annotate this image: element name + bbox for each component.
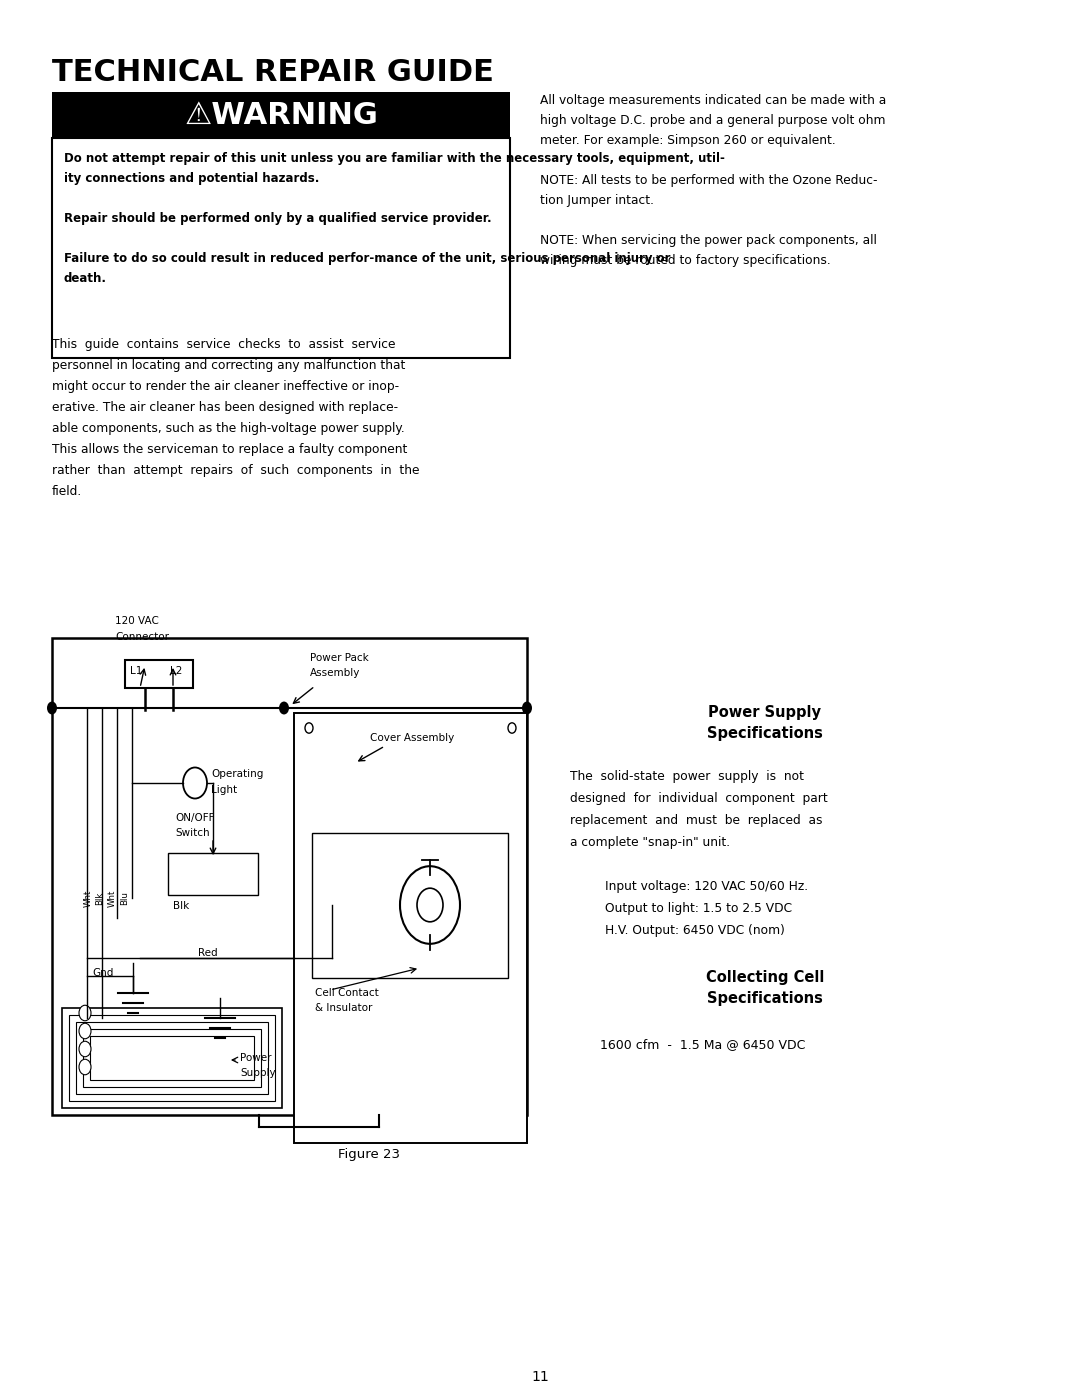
Text: Wht: Wht [108, 890, 117, 907]
Bar [312, 833, 508, 978]
Bar [83, 1030, 261, 1087]
Text: Do not attempt repair of this unit unless you are familiar with the necessary to: Do not attempt repair of this unit unles… [64, 152, 725, 165]
Text: erative. The air cleaner has been designed with replace-: erative. The air cleaner has been design… [52, 401, 399, 414]
Text: TECHNICAL REPAIR GUIDE: TECHNICAL REPAIR GUIDE [52, 59, 494, 87]
Text: Output to light: 1.5 to 2.5 VDC: Output to light: 1.5 to 2.5 VDC [605, 902, 792, 915]
Text: wiring must be routed to factory specifications.: wiring must be routed to factory specifi… [540, 254, 831, 267]
Text: 1600 cfm  -  1.5 Ma @ 6450 VDC: 1600 cfm - 1.5 Ma @ 6450 VDC [600, 1038, 806, 1051]
Text: NOTE: When servicing the power pack components, all: NOTE: When servicing the power pack comp… [540, 235, 877, 247]
Text: Collecting Cell
Specifications: Collecting Cell Specifications [706, 970, 824, 1006]
Text: 11: 11 [531, 1370, 549, 1384]
Circle shape [79, 1059, 91, 1074]
Text: All voltage measurements indicated can be made with a: All voltage measurements indicated can b… [540, 94, 887, 108]
Text: tion Jumper intact.: tion Jumper intact. [540, 194, 654, 207]
Text: Light: Light [211, 785, 238, 795]
Text: Connector: Connector [114, 631, 168, 643]
Circle shape [522, 701, 532, 714]
Circle shape [400, 866, 460, 944]
Circle shape [79, 1041, 91, 1056]
Text: field.: field. [52, 485, 82, 497]
Text: able components, such as the high-voltage power supply.: able components, such as the high-voltag… [52, 422, 405, 434]
Text: H.V. Output: 6450 VDC (nom): H.V. Output: 6450 VDC (nom) [605, 923, 785, 937]
Text: ON/OFF: ON/OFF [175, 813, 215, 823]
Text: might occur to render the air cleaner ineffective or inop-: might occur to render the air cleaner in… [52, 380, 400, 393]
Text: high voltage D.C. probe and a general purpose volt ohm: high voltage D.C. probe and a general pu… [540, 115, 886, 127]
Text: Wht: Wht [83, 890, 93, 907]
Text: NOTE: All tests to be performed with the Ozone Reduc-: NOTE: All tests to be performed with the… [540, 175, 877, 187]
Text: This  guide  contains  service  checks  to  assist  service: This guide contains service checks to as… [52, 338, 395, 351]
Text: Blk: Blk [173, 901, 189, 911]
Circle shape [79, 1023, 91, 1039]
Bar [52, 92, 510, 138]
Text: Switch: Switch [175, 828, 210, 838]
Text: ⚠WARNING: ⚠WARNING [184, 101, 378, 130]
Text: Gnd: Gnd [92, 968, 113, 978]
Text: Blk: Blk [95, 891, 105, 905]
Bar [52, 138, 510, 358]
Text: personnel in locating and correcting any malfunction that: personnel in locating and correcting any… [52, 359, 405, 372]
Bar [69, 1016, 275, 1101]
Text: Red: Red [198, 949, 218, 958]
Text: Cover Assembly: Cover Assembly [370, 733, 455, 743]
Text: The  solid-state  power  supply  is  not: The solid-state power supply is not [570, 770, 804, 782]
Bar [125, 659, 193, 687]
Circle shape [183, 767, 207, 799]
Bar [294, 712, 527, 1143]
Text: Cell Contact: Cell Contact [315, 988, 379, 997]
Circle shape [508, 722, 516, 733]
Bar [76, 1023, 268, 1094]
Text: This allows the serviceman to replace a faulty component: This allows the serviceman to replace a … [52, 443, 407, 455]
Text: Power: Power [240, 1053, 271, 1063]
Circle shape [279, 701, 289, 714]
Text: Repair should be performed only by a qualified service provider.: Repair should be performed only by a qua… [64, 212, 491, 225]
Text: Operating: Operating [211, 768, 264, 780]
Text: designed  for  individual  component  part: designed for individual component part [570, 792, 827, 805]
Text: Blu: Blu [121, 891, 130, 905]
Text: Input voltage: 120 VAC 50/60 Hz.: Input voltage: 120 VAC 50/60 Hz. [605, 880, 808, 893]
Text: Supply: Supply [240, 1067, 275, 1078]
Circle shape [48, 701, 57, 714]
Text: 120 VAC: 120 VAC [114, 616, 159, 626]
Text: rather  than  attempt  repairs  of  such  components  in  the: rather than attempt repairs of such comp… [52, 464, 419, 476]
Text: Assembly: Assembly [310, 668, 361, 678]
Circle shape [417, 888, 443, 922]
Text: meter. For example: Simpson 260 or equivalent.: meter. For example: Simpson 260 or equiv… [540, 134, 836, 147]
Bar [90, 1037, 254, 1080]
Text: L1: L1 [130, 666, 143, 676]
Text: ity connections and potential hazards.: ity connections and potential hazards. [64, 172, 320, 184]
Bar [52, 638, 527, 1115]
Text: & Insulator: & Insulator [315, 1003, 373, 1013]
Text: L2: L2 [170, 666, 183, 676]
Text: Failure to do so could result in reduced perfor-mance of the unit, serious perso: Failure to do so could result in reduced… [64, 251, 671, 265]
Circle shape [79, 1006, 91, 1021]
Text: replacement  and  must  be  replaced  as: replacement and must be replaced as [570, 814, 823, 827]
Bar [62, 1009, 282, 1108]
Text: a complete "snap-in" unit.: a complete "snap-in" unit. [570, 835, 730, 849]
Circle shape [105, 1028, 121, 1048]
Text: Power Supply
Specifications: Power Supply Specifications [707, 705, 823, 740]
Text: Figure 23: Figure 23 [338, 1148, 400, 1161]
Bar [168, 854, 258, 895]
Text: death.: death. [64, 272, 107, 285]
Text: Power Pack: Power Pack [310, 652, 368, 664]
Circle shape [305, 722, 313, 733]
